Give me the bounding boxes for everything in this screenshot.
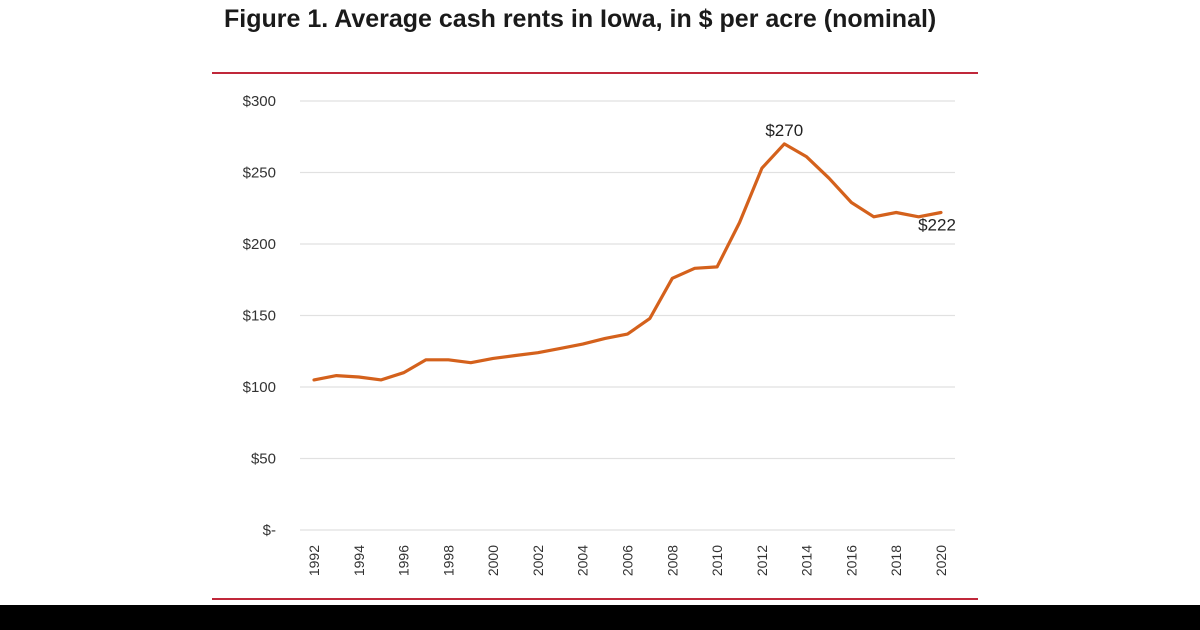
data-label: $270: [765, 121, 803, 140]
x-tick-label: 2016: [843, 545, 859, 576]
data-label: $222: [918, 216, 956, 235]
x-tick-label: 2006: [620, 545, 636, 576]
line-chart: $- $50 $100 $150 $200 $250 $300 1992 1994 1996 199…: [243, 93, 956, 576]
x-tick-label: 1992: [306, 545, 322, 576]
series-line: [312, 142, 943, 382]
x-tick-label: 1998: [440, 545, 456, 576]
x-tick-label: 2000: [485, 545, 501, 576]
x-tick-label: 2004: [575, 545, 591, 576]
x-tick-label: 2008: [664, 545, 680, 576]
y-tick-label: $50: [251, 451, 276, 468]
y-tick-label: $200: [243, 236, 276, 253]
x-tick-label: 2020: [933, 545, 949, 576]
x-tick-label: 1994: [351, 545, 367, 576]
x-tick-label: 2002: [530, 545, 546, 576]
chart-title: Figure 1. Average cash rents in Iowa, in…: [224, 5, 937, 33]
footer-bar: [0, 605, 1200, 630]
y-tick-label: $150: [243, 308, 276, 325]
chart-figure: Figure 1. Average cash rents in Iowa, in…: [212, 5, 978, 600]
y-tick-label: $300: [243, 93, 276, 110]
bottom-rule: [212, 598, 978, 600]
x-tick-label: 2018: [888, 545, 904, 576]
x-tick-label: 2010: [709, 545, 725, 576]
y-tick-label: $100: [243, 379, 276, 396]
x-tick-label: 2014: [799, 545, 815, 576]
y-tick-label: $-: [263, 522, 276, 539]
x-tick-label: 2012: [754, 545, 770, 576]
y-tick-label: $250: [243, 165, 276, 182]
x-tick-label: 1996: [396, 545, 412, 576]
top-rule: [212, 72, 978, 74]
